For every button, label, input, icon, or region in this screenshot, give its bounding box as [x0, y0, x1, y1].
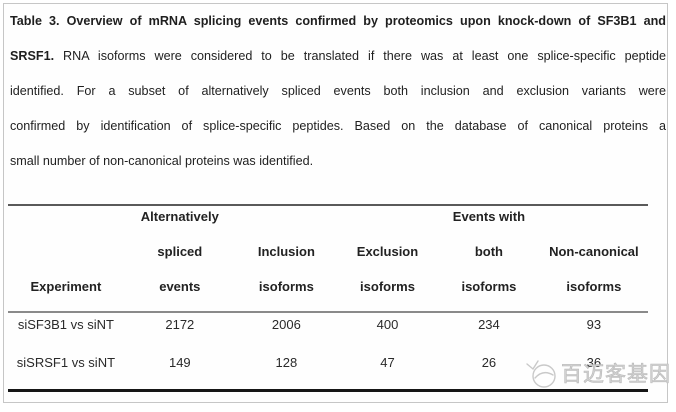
caption-bold-text: SRSF1.	[10, 49, 55, 63]
caption-line: small number of non-canonical proteins w…	[10, 144, 666, 179]
cell-both-isoforms: 26	[481, 355, 497, 370]
cell-inclusion-isoforms: 2006	[271, 317, 301, 332]
table-top-rule	[8, 204, 648, 206]
cell-both-isoforms: 234	[478, 317, 500, 332]
caption-line: SRSF1. RNA isoforms were considered to b…	[10, 39, 666, 74]
caption-regular-text: identified. For a subset of alternativel…	[10, 84, 666, 98]
caption-bold-text: Table 3. Overview of mRNA splicing event…	[10, 14, 666, 28]
column-header-alternatively-spliced-events: Alternatively spliced events	[140, 209, 219, 294]
table-row-sisrsf1: siSRSF1 vs siNT 149 128 47 26 36	[8, 351, 648, 389]
column-header-events-with-both-isoforms: Events with both isoforms	[452, 209, 526, 294]
cell-experiment: siSRSF1 vs siNT	[16, 355, 116, 370]
image-frame	[3, 3, 668, 403]
column-header-inclusion-isoforms: Inclusion isoforms	[257, 244, 315, 294]
column-header-exclusion-isoforms: Exclusion isoforms	[356, 244, 419, 294]
results-table: Experiment Alternatively spliced events …	[8, 204, 648, 392]
table-caption: Table 3. Overview of mRNA splicing event…	[10, 4, 666, 179]
table-row-sisf3b1: siSF3B1 vs siNT 2172 2006 400 234 93	[8, 313, 648, 351]
table-bottom-rule	[8, 389, 648, 392]
caption-regular-text: confirmed by identification of splice-sp…	[10, 119, 666, 133]
cell-spliced-events: 149	[168, 355, 191, 370]
cell-experiment: siSF3B1 vs siNT	[17, 317, 114, 332]
cell-inclusion-isoforms: 128	[275, 355, 298, 370]
column-header-experiment: Experiment	[30, 279, 102, 294]
caption-line: confirmed by identification of splice-sp…	[10, 109, 666, 144]
table-header: Experiment Alternatively spliced events …	[8, 206, 648, 311]
caption-regular-text: small number of non-canonical proteins w…	[10, 154, 314, 168]
column-header-non-canonical-isoforms: Non-canonical isoforms	[549, 244, 639, 294]
cell-non-canonical-isoforms: 93	[586, 317, 602, 332]
cell-exclusion-isoforms: 400	[376, 317, 399, 332]
caption-regular-text: RNA isoforms were considered to be trans…	[54, 49, 666, 63]
table-header-rule	[8, 311, 648, 313]
caption-line: identified. For a subset of alternativel…	[10, 74, 666, 109]
cell-exclusion-isoforms: 47	[380, 355, 395, 370]
caption-line: Table 3. Overview of mRNA splicing event…	[10, 4, 666, 39]
cell-non-canonical-isoforms: 36	[586, 355, 602, 370]
cell-spliced-events: 2172	[165, 317, 195, 332]
